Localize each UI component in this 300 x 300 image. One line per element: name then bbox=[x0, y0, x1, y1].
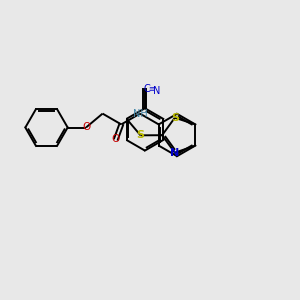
Text: NH: NH bbox=[133, 109, 147, 118]
Text: S: S bbox=[136, 130, 145, 140]
Text: N: N bbox=[153, 85, 160, 96]
Text: S: S bbox=[171, 113, 179, 123]
Text: O: O bbox=[82, 122, 90, 133]
Text: N: N bbox=[170, 148, 179, 158]
Text: O: O bbox=[112, 134, 120, 144]
Text: ≡: ≡ bbox=[148, 86, 154, 92]
Text: C: C bbox=[144, 84, 151, 94]
